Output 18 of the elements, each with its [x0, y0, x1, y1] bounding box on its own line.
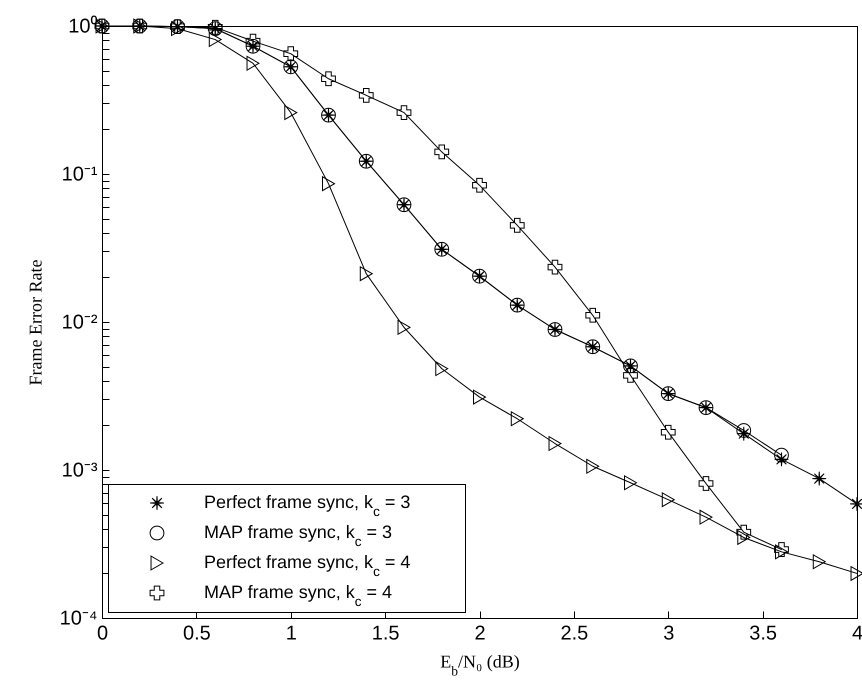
x-axis-title: E$_{b}$/N₀ (dB): [440, 652, 520, 678]
x-tick-label: 3: [663, 622, 674, 644]
x-tick-label: 3.5: [749, 622, 778, 644]
y-tick-label: 10⁻³: [62, 460, 98, 482]
y-axis-title: Frame Error Rate: [26, 260, 46, 386]
x-tick-label: 1: [286, 622, 297, 644]
y-tick-label: 10⁻¹: [62, 164, 98, 186]
x-tick-label: 1.5: [372, 622, 400, 644]
legend-label: Perfect frame sync, k$_{c}$ = 4: [204, 552, 410, 578]
legend-label: Perfect frame sync, k$_{c}$ = 3: [204, 492, 410, 518]
x-tick-label: 2: [474, 622, 486, 644]
legend-label: MAP frame sync, k$_{c}$ = 3: [204, 522, 392, 548]
x-tick-label: 2.5: [560, 622, 588, 644]
x-tick-label: 0: [96, 622, 108, 644]
y-tick-label: 10⁻²: [62, 312, 98, 334]
x-tick-label: 0.5: [182, 622, 211, 644]
y-tick-label: 10⁻⁴: [60, 608, 98, 630]
legend-label: MAP frame sync, k$_{c}$ = 4: [204, 582, 392, 608]
